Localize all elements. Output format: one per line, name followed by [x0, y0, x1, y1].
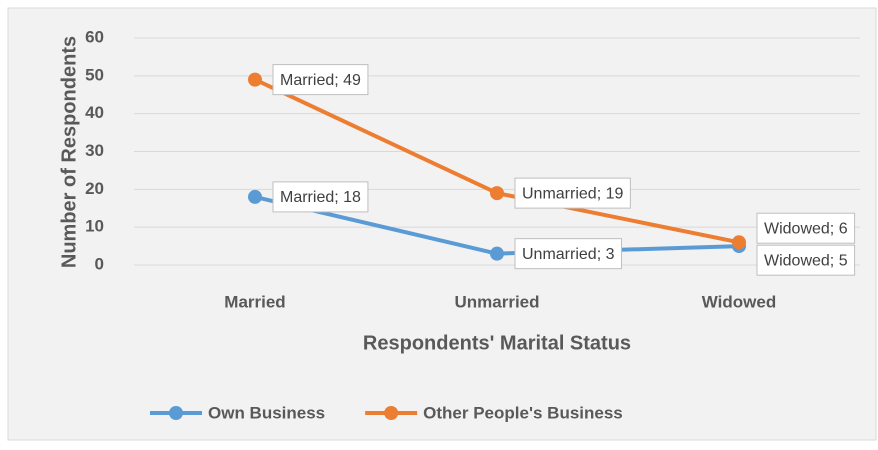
- legend-label: Other People's Business: [423, 403, 623, 422]
- legend-label: Own Business: [208, 403, 325, 422]
- x-tick-label: Widowed: [702, 292, 776, 311]
- data-label-box: [514, 177, 631, 209]
- legend-marker: [169, 406, 183, 420]
- y-axis-title: Number of Respondents: [58, 36, 80, 268]
- data-label: Widowed; 6: [764, 220, 848, 237]
- data-label: Unmarried; 19: [522, 185, 623, 202]
- y-tick-label: 40: [85, 103, 104, 122]
- data-label: Married; 49: [280, 72, 361, 89]
- y-tick-label: 0: [95, 254, 104, 273]
- marker: [490, 246, 504, 261]
- data-label-box: [272, 64, 369, 96]
- y-tick-label: 30: [85, 141, 104, 160]
- data-label-box: [756, 244, 856, 276]
- data-label-box: [514, 238, 622, 270]
- legend-marker: [384, 406, 399, 420]
- x-tick-label: Unmarried: [454, 292, 539, 311]
- y-tick-label: 10: [85, 217, 104, 236]
- marker: [248, 72, 262, 87]
- marker: [490, 186, 504, 201]
- x-axis-title: Respondents' Marital Status: [363, 332, 631, 354]
- x-tick-label: Married: [224, 292, 285, 311]
- y-tick-label: 20: [85, 179, 104, 198]
- data-label-box: [756, 212, 856, 244]
- data-label-box: [272, 181, 369, 213]
- y-tick-label: 50: [85, 65, 104, 84]
- marker: [248, 189, 262, 204]
- data-label: Widowed; 5: [764, 252, 848, 269]
- chart-background: [7, 7, 877, 441]
- y-tick-label: 60: [85, 27, 104, 46]
- data-label: Unmarried; 3: [522, 246, 615, 263]
- data-label: Married; 18: [280, 189, 361, 206]
- marker: [732, 235, 746, 250]
